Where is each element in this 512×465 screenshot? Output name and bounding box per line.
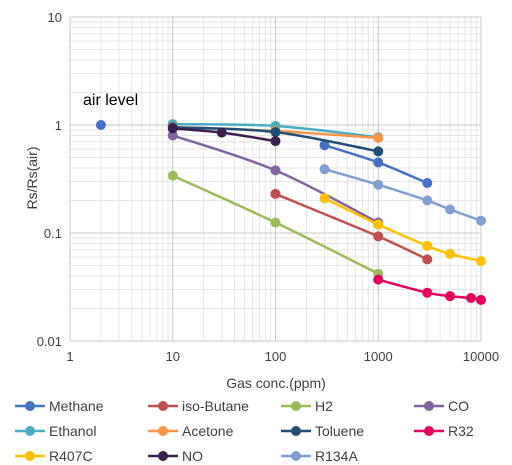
data-point-methane [422, 178, 433, 189]
legend-label: R32 [448, 423, 474, 439]
data-point-r32 [373, 274, 384, 285]
data-point-r134a [445, 204, 456, 215]
tick-labels: 1 10 100 1000 10000 10 1 0.1 0.01 [37, 10, 499, 364]
data-point-r134a [422, 195, 433, 206]
data-point-no [167, 123, 178, 134]
data-point-methane [319, 140, 330, 151]
data-point-r134a [319, 164, 330, 175]
x-tick-label: 10 [166, 349, 180, 364]
x-tick-label: 1 [66, 349, 73, 364]
legend-marker [25, 426, 35, 436]
y-axis-title: Rs/Rs(air) [24, 147, 40, 210]
data-point-r32 [422, 287, 433, 298]
legend-item-r134a: R134A [281, 448, 358, 464]
series-r134a [319, 164, 486, 226]
legend-marker [424, 401, 434, 411]
legend-item-methane: Methane [15, 398, 104, 414]
legend-item-no: NO [148, 448, 203, 464]
legend: Methane iso-Butane H2 CO Ethanol Acetone Tolue… [15, 398, 474, 464]
data-point-r407c [319, 193, 330, 204]
series-line-r134a [324, 167, 482, 222]
data-point-no [270, 136, 281, 147]
air-level-marker [95, 120, 106, 130]
legend-label: CO [448, 398, 469, 414]
legend-marker [25, 401, 35, 411]
x-tick-label: 1000 [364, 349, 393, 364]
legend-label: Toluene [315, 423, 364, 439]
legend-item-r32: R32 [414, 423, 474, 439]
x-axis-title: Gas conc.(ppm) [226, 375, 326, 391]
legend-marker [158, 426, 168, 436]
series-r407c [319, 193, 486, 267]
x-tick-label: 10000 [463, 349, 499, 364]
data-point-r134a [476, 215, 486, 226]
data-point-r32 [476, 294, 486, 305]
legend-label: Methane [49, 398, 104, 414]
y-tick-label: 1 [55, 118, 62, 133]
data-point-no [216, 127, 227, 138]
legend-marker [291, 426, 301, 436]
legend-item-acetone: Acetone [148, 423, 234, 439]
data-point-co [167, 130, 178, 141]
legend-item-h2: H2 [281, 398, 333, 414]
legend-marker [158, 401, 168, 411]
data-point-toluene [270, 127, 281, 138]
chart-grid [69, 16, 482, 342]
data-point-methane [373, 157, 384, 168]
y-tick-label: 0.01 [37, 334, 62, 349]
data-point-r134a [373, 179, 384, 190]
data-point-r32 [445, 291, 456, 302]
data-point-co [270, 165, 281, 176]
series-no [167, 123, 281, 147]
data-point-r407c [476, 256, 486, 267]
data-point-r407c [445, 248, 456, 259]
legend-item-co: CO [414, 398, 469, 414]
legend-item-ethanol: Ethanol [15, 423, 96, 439]
series-methane [319, 140, 433, 189]
data-point-h2 [270, 217, 281, 228]
data-point-r32 [466, 293, 477, 304]
legend-label: R407C [49, 448, 93, 464]
legend-label: NO [182, 448, 203, 464]
data-point-iso-butane [422, 254, 433, 265]
legend-label: R134A [315, 448, 358, 464]
series-iso-butane [270, 188, 433, 265]
legend-item-r407c: R407C [15, 448, 93, 464]
legend-marker [25, 451, 35, 461]
data-point-toluene [373, 146, 384, 157]
data-point-iso-butane [373, 231, 384, 242]
data-point-r407c [422, 240, 433, 251]
legend-label: Ethanol [49, 423, 96, 439]
legend-marker [424, 426, 434, 436]
data-point-acetone [373, 132, 384, 143]
legend-label: iso-Butane [182, 398, 249, 414]
x-tick-label: 100 [265, 349, 287, 364]
legend-marker [291, 451, 301, 461]
annotation-air-level: air level [83, 92, 138, 109]
series-r32 [373, 274, 486, 305]
legend-marker [158, 451, 168, 461]
y-tick-label: 10 [48, 10, 62, 25]
y-tick-label: 0.1 [44, 226, 62, 241]
legend-item-toluene: Toluene [281, 423, 364, 439]
data-point-h2 [167, 170, 178, 181]
data-point-iso-butane [270, 188, 281, 199]
data-point-r407c [373, 219, 384, 230]
legend-label: Acetone [182, 423, 234, 439]
series-layer [95, 119, 486, 305]
legend-label: H2 [315, 398, 333, 414]
legend-marker [291, 401, 301, 411]
legend-item-iso-butane: iso-Butane [148, 398, 249, 414]
